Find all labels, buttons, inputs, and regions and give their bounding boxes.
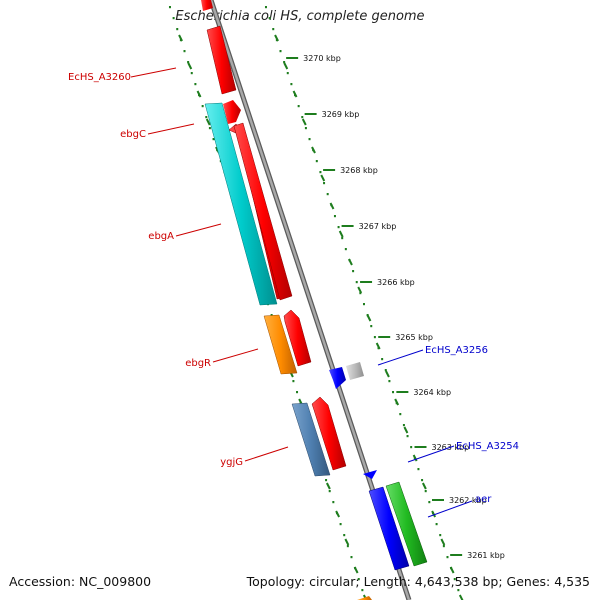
gene-ebgC[interactable] xyxy=(204,102,278,306)
tick-dash xyxy=(196,90,202,98)
tick-dash xyxy=(412,454,418,462)
gene-EcHS_A3256-reverse[interactable] xyxy=(329,367,346,389)
gene-ebgR[interactable] xyxy=(263,314,298,375)
tick-label: 3265 kbp xyxy=(395,333,433,342)
svg-text:ygjG: ygjG xyxy=(220,457,243,468)
gene-label-ygjG[interactable]: ygjG xyxy=(220,446,289,468)
tick-dash xyxy=(366,314,372,322)
tick-dash xyxy=(320,174,326,182)
topology-text: Topology: circular; Length: 4,643,538 bp… xyxy=(246,574,590,589)
gene-EcHS_A3256-grey[interactable] xyxy=(346,362,364,380)
gene-bottom-orange[interactable] xyxy=(357,596,372,600)
svg-text:EcHS_A3260: EcHS_A3260 xyxy=(68,72,131,83)
svg-text:EcHS_A3256: EcHS_A3256 xyxy=(425,345,488,356)
tick-dash xyxy=(385,370,390,378)
tick-dash xyxy=(274,34,279,42)
tick-dash xyxy=(348,258,353,266)
gene-label-ebgC[interactable]: ebgC xyxy=(120,123,195,140)
tick-label: 3261 kbp xyxy=(467,551,505,560)
tick-dash xyxy=(178,34,183,42)
tick-dash xyxy=(344,538,350,546)
tick-dash xyxy=(458,594,464,600)
tick-label: 3270 kbp xyxy=(303,54,341,63)
gene-ygjG[interactable] xyxy=(291,402,331,477)
gene-EcHS_A3254[interactable] xyxy=(385,481,428,567)
tick-dash xyxy=(440,538,446,546)
tick-dash xyxy=(403,426,409,434)
svg-text:ebgR: ebgR xyxy=(185,358,211,369)
gene-EcHS_A3260[interactable] xyxy=(206,25,237,95)
tick-dash xyxy=(329,202,335,210)
gene-aer[interactable] xyxy=(368,486,410,571)
tick-dash xyxy=(311,146,316,154)
tick-label: 3264 kbp xyxy=(413,388,451,397)
gene-forward-ebgR-adjacent[interactable] xyxy=(283,309,312,367)
gene-top-red[interactable] xyxy=(201,0,213,11)
svg-text:aer: aer xyxy=(475,494,492,505)
tick-dash xyxy=(301,118,307,126)
gene-label-EcHS_A3254[interactable]: EcHS_A3254 xyxy=(407,441,519,463)
tick-dash xyxy=(353,566,359,574)
gene-label-EcHS_A3260[interactable]: EcHS_A3260 xyxy=(68,67,177,83)
gene-forward-small[interactable] xyxy=(223,100,241,124)
gene-label-ebgA[interactable]: ebgA xyxy=(148,223,222,242)
svg-text:ebgA: ebgA xyxy=(148,231,174,242)
tick-dash xyxy=(292,90,298,98)
svg-text:ebgC: ebgC xyxy=(120,129,146,140)
tick-label: 3269 kbp xyxy=(322,110,360,119)
svg-text:EcHS_A3254: EcHS_A3254 xyxy=(456,441,519,452)
tick-dash xyxy=(431,510,437,518)
gene-label-ebgR[interactable]: ebgR xyxy=(185,348,259,369)
accession-text: Accession: NC_009800 xyxy=(9,574,152,589)
tick-dash xyxy=(325,482,331,490)
tick-label: 3262 kbp xyxy=(449,496,487,505)
tick-labels: 3270 kbp 3269 kbp 3268 kbp 3267 kbp 3266 kbp… xyxy=(286,54,505,560)
tick-dash xyxy=(394,398,400,406)
tick-dash xyxy=(357,286,363,294)
tick-dash xyxy=(283,62,289,70)
gene-label-EcHS_A3256[interactable]: EcHS_A3256 xyxy=(377,345,488,366)
gene-label-aer[interactable]: aer xyxy=(427,494,492,518)
gene-forward-ygjG-adjacent[interactable] xyxy=(311,396,347,471)
tick-dash xyxy=(449,566,455,574)
gene-ebgA[interactable] xyxy=(228,122,293,301)
tick-dash xyxy=(375,342,381,350)
map-title: Escherichia coli HS, complete genome xyxy=(175,9,425,24)
tick-dash xyxy=(205,118,211,126)
gene-blue-reverse-small[interactable] xyxy=(363,470,377,479)
tick-dash xyxy=(421,482,427,490)
tick-tracks xyxy=(168,6,464,600)
tick-label: 3267 kbp xyxy=(359,222,397,231)
tick-dash xyxy=(338,230,344,238)
tick-dash xyxy=(335,510,341,518)
tick-label: 3268 kbp xyxy=(340,166,378,175)
tick-dash xyxy=(187,62,193,70)
tick-label: 3266 kbp xyxy=(377,278,415,287)
